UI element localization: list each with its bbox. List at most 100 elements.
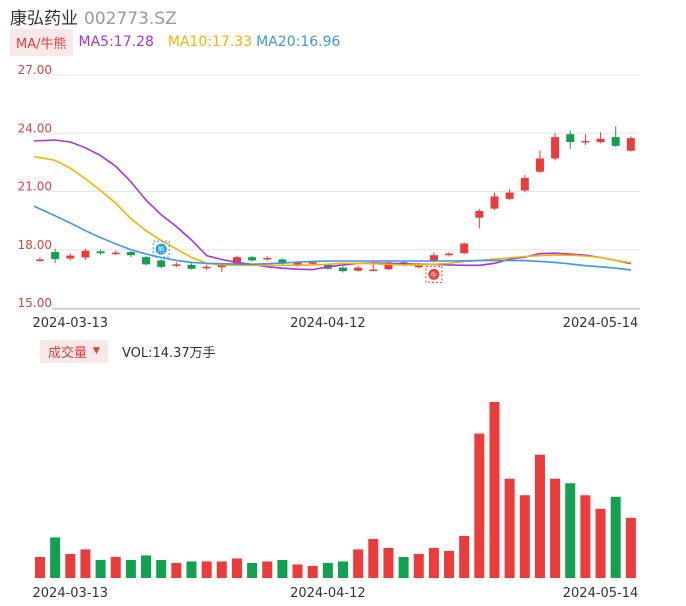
volume-bar (338, 561, 348, 578)
ma5-label: MA5:17.28 (78, 34, 154, 50)
candle-body (626, 138, 635, 151)
volume-bar (550, 478, 561, 578)
volume-bar (489, 402, 500, 578)
volume-bar (534, 454, 545, 578)
candle-body (535, 158, 544, 172)
candle-body (308, 262, 317, 264)
candle-body (217, 264, 226, 268)
marker-dot (155, 243, 167, 255)
volume-bar (428, 547, 439, 578)
volume-bar (201, 561, 212, 578)
candle-body (293, 262, 302, 265)
ma10-label: MA10:17.33 (167, 34, 253, 50)
volume-bar (125, 559, 136, 578)
volume-value: VOL:14.37万手 (121, 345, 216, 361)
volume-bar (95, 559, 106, 578)
date-tick-label: 2024-05-14 (563, 316, 639, 331)
marker-label: 熊 (158, 245, 165, 254)
volume-bar (459, 535, 470, 578)
volume-bar (580, 495, 591, 578)
candle-body (172, 264, 181, 266)
volume-bar (80, 549, 91, 578)
stock-code: 002773.SZ (84, 9, 177, 29)
bear-marker-icon: 熊 (152, 240, 170, 258)
stock-name: 康弘药业 (10, 9, 78, 29)
date-tick-label: 2024-04-12 (290, 316, 366, 331)
candle-body (414, 264, 423, 268)
volume-bar (171, 562, 182, 578)
candle-body (505, 192, 514, 199)
ma20-label: MA20:16.96 (256, 34, 341, 50)
volume-bar (35, 556, 45, 578)
candle-body (66, 255, 75, 259)
y-tick-label: 21.00 (18, 180, 52, 194)
volume-bar (519, 495, 530, 578)
candle-body (596, 138, 605, 142)
y-tick-label: 15.00 (18, 296, 52, 310)
date-tick-label: 2024-03-13 (33, 316, 109, 331)
volume-bar (277, 559, 288, 578)
volume-bar (216, 561, 227, 578)
candle-body (81, 250, 90, 258)
candle-body (157, 260, 166, 267)
volume-bar (474, 433, 485, 578)
volume-bar (186, 561, 197, 578)
marker-frame (425, 265, 443, 283)
candle-body (551, 137, 560, 159)
stock-header: 康弘药业 002773.SZ (10, 4, 177, 29)
volume-bar (595, 508, 606, 578)
candle-body (202, 266, 211, 269)
candle-body (96, 251, 105, 254)
volume-bar (292, 564, 303, 578)
volume-bar (368, 538, 379, 578)
volume-bar (322, 562, 333, 578)
price-chart[interactable]: 27.00 24.00 21.00 18.00 15.00 2024-03-13 2024-… (0, 0, 686, 340)
candle-body (111, 252, 120, 255)
volume-bar (110, 556, 121, 578)
volume-bar (413, 553, 424, 578)
volume-bar (383, 547, 394, 578)
marker-dot (428, 268, 440, 280)
dropdown-triangle-icon: ▼ (93, 346, 100, 356)
candle-body (36, 259, 44, 261)
y-tick-label: 24.00 (18, 121, 52, 135)
date-tick-label: 2024-03-13 (33, 586, 109, 601)
candle-body (520, 177, 529, 191)
volume-bar (141, 555, 152, 578)
volume-bar (398, 556, 409, 578)
ma-indicator-toggle[interactable]: MA/牛熊 (10, 28, 73, 56)
volume-bar (610, 496, 621, 578)
candle-body (354, 267, 363, 271)
candle-body (566, 134, 575, 142)
marker-label: 牛 (430, 270, 437, 279)
candle-body (51, 252, 60, 260)
candle-body (263, 257, 272, 260)
candle-body (581, 141, 590, 143)
bull-marker-icon: 牛 (425, 265, 443, 283)
y-tick-label: 18.00 (18, 238, 52, 252)
candle-body (611, 137, 620, 146)
volume-legend: 成交量 ▼ VOL:14.37万手 (40, 339, 216, 363)
marker-frame (152, 240, 170, 258)
volume-bar (565, 483, 576, 578)
volume-indicator-toggle[interactable]: 成交量 ▼ (40, 339, 108, 363)
volume-bar (247, 562, 258, 578)
candle-body (126, 252, 135, 256)
candle-body (460, 243, 469, 254)
volume-bar (65, 553, 76, 578)
candle-body (278, 259, 287, 264)
volume-bar (50, 537, 61, 578)
candle-body (475, 210, 484, 218)
candle-body (429, 255, 438, 262)
candle-body (490, 196, 499, 209)
volume-bar (156, 559, 167, 578)
volume-bar (444, 550, 455, 578)
candle-body (384, 262, 393, 270)
candle-body (445, 253, 454, 256)
volume-chart[interactable]: 2024-03-13 2024-04-12 2024-05-14 (0, 366, 686, 606)
date-tick-label: 2024-05-14 (563, 586, 639, 601)
volume-bar (307, 565, 318, 578)
ma20-line (33, 205, 631, 271)
candle-body (142, 257, 151, 265)
date-tick-label: 2024-04-12 (290, 586, 366, 601)
